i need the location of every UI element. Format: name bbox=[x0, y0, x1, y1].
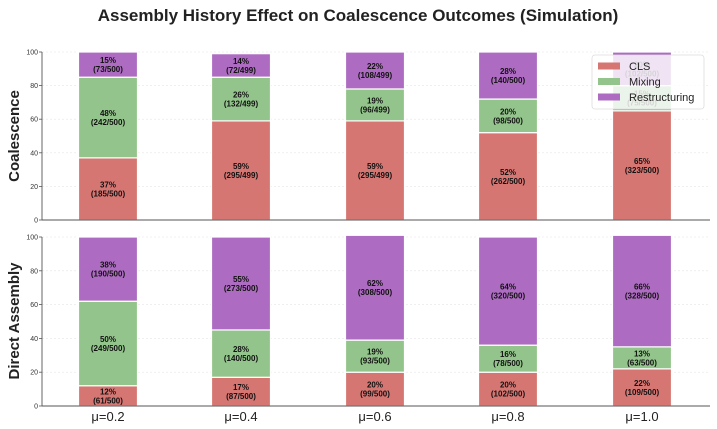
bar-segment-cls bbox=[210, 120, 272, 221]
y-tick-label: 80 bbox=[30, 83, 38, 90]
segment-label: 26% (132/499) bbox=[224, 91, 259, 109]
segment-label: 20% (98/500) bbox=[493, 107, 523, 125]
segment-label: 52% (262/500) bbox=[491, 168, 526, 186]
segment-label: 15% (73/500) bbox=[93, 56, 123, 74]
y-tick-label: 0 bbox=[34, 218, 38, 225]
segment-label: 20% (99/500) bbox=[360, 381, 390, 399]
legend-swatch-mixing bbox=[598, 78, 620, 85]
segment-label: 65% (323/500) bbox=[625, 157, 660, 175]
bar-segment-cls bbox=[344, 371, 406, 407]
y-axis-label: Coalescence bbox=[6, 90, 23, 182]
segment-label: 20%(102/500) bbox=[491, 381, 526, 399]
legend: CLS Mixing Restructuring bbox=[591, 54, 705, 110]
bar-segment-mixing bbox=[477, 98, 539, 134]
segment-label: 37% (185/500) bbox=[91, 180, 126, 198]
segment-label: 22% (108/499) bbox=[358, 62, 393, 80]
y-tick-label: 100 bbox=[26, 235, 38, 242]
segment-label: 55% (273/500) bbox=[224, 275, 259, 293]
segment-label: 14% (72/499) bbox=[226, 57, 256, 75]
y-tick-label: 100 bbox=[26, 50, 38, 57]
x-tick-label: μ=1.0 bbox=[625, 409, 658, 424]
bar-segment-restructuring bbox=[344, 234, 406, 341]
bar-segment-mixing bbox=[210, 76, 272, 122]
segment-label: 50% (249/500) bbox=[91, 335, 126, 353]
y-tick-label: 40 bbox=[30, 336, 38, 343]
y-tick-label: 40 bbox=[30, 150, 38, 157]
segment-label: 48% (242/500) bbox=[91, 109, 126, 127]
y-tick-label: 0 bbox=[34, 404, 38, 411]
legend-label-restructuring: Restructuring bbox=[629, 92, 694, 104]
legend-label-cls: CLS bbox=[629, 61, 650, 73]
segment-label: 59% (295/499) bbox=[358, 162, 393, 180]
segment-label: 62% (308/500) bbox=[358, 279, 393, 297]
segment-label: 12% (61/500) bbox=[93, 387, 123, 405]
bar-segment-restructuring bbox=[210, 236, 272, 331]
segment-label: 64% (320/500) bbox=[491, 283, 526, 301]
x-tick-label: μ=0.2 bbox=[91, 409, 124, 424]
panel-direct-assembly: 0 20 40 60 80 100 Direct Assembly 12% (61/500) 50… bbox=[6, 234, 710, 424]
segment-label: 59% (295/499) bbox=[224, 162, 259, 180]
bar-segment-restructuring bbox=[77, 51, 139, 78]
y-axis-label: Direct Assembly bbox=[6, 262, 23, 380]
bar-segment-restructuring bbox=[210, 53, 272, 78]
legend-swatch-cls bbox=[598, 62, 620, 70]
y-tick-label: 60 bbox=[30, 117, 38, 124]
segment-label: 13% (63/500) bbox=[627, 349, 657, 367]
x-tick-label: μ=0.6 bbox=[358, 409, 391, 424]
bar-segment-restructuring bbox=[77, 236, 139, 302]
segment-label: 28% (140/500) bbox=[224, 345, 259, 363]
legend-label-mixing: Mixing bbox=[629, 77, 661, 89]
bar-segment-mixing bbox=[210, 329, 272, 378]
x-tick-label: μ=0.8 bbox=[491, 409, 524, 424]
segment-label: 28% (140/500) bbox=[491, 67, 526, 85]
bar-segment-mixing bbox=[344, 339, 406, 373]
bar-segment-restructuring bbox=[477, 51, 539, 100]
y-tick-label: 20 bbox=[30, 370, 38, 377]
y-tick-label: 60 bbox=[30, 302, 38, 309]
bar-segment-cls bbox=[611, 110, 673, 221]
bar-segment-cls bbox=[210, 376, 272, 407]
bar-segment-restructuring bbox=[477, 236, 539, 346]
segment-label: 38% (190/500) bbox=[91, 261, 126, 279]
bar-segment-cls bbox=[77, 157, 139, 221]
chart-title: Assembly History Effect on Coalescence O… bbox=[98, 6, 619, 25]
segment-label: 66% (328/500) bbox=[625, 283, 660, 301]
segment-label: 22% (109/500) bbox=[625, 379, 660, 397]
y-tick-label: 20 bbox=[30, 184, 38, 191]
bar-segment-restructuring bbox=[611, 234, 673, 348]
legend-swatch-restructuring bbox=[598, 93, 620, 101]
segment-label: 19% (93/500) bbox=[360, 348, 390, 366]
segment-label: 19% (96/499) bbox=[360, 96, 390, 114]
segment-label: 16% (78/500) bbox=[493, 350, 523, 368]
bar-segment-cls bbox=[477, 132, 539, 221]
segment-label: 17% (87/500) bbox=[226, 383, 256, 401]
y-tick-label: 80 bbox=[30, 268, 38, 275]
bar-segment-restructuring bbox=[344, 51, 406, 90]
x-tick-label: μ=0.4 bbox=[224, 409, 257, 424]
bar-segment-mixing bbox=[77, 300, 139, 387]
